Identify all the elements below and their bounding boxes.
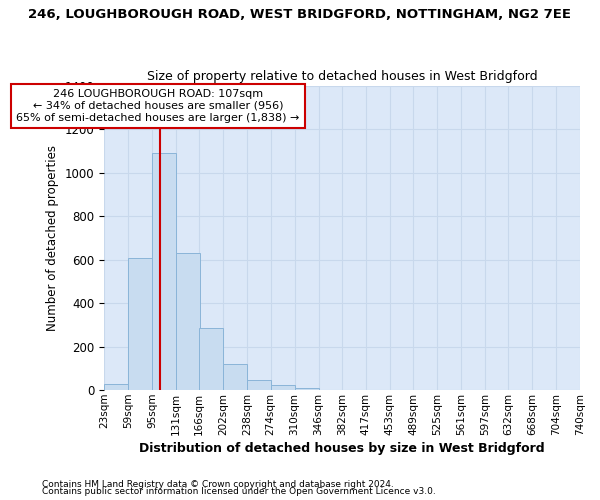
- Bar: [176, 254, 200, 390]
- Title: Size of property relative to detached houses in West Bridgford: Size of property relative to detached ho…: [147, 70, 538, 84]
- Text: Contains HM Land Registry data © Crown copyright and database right 2024.: Contains HM Land Registry data © Crown c…: [42, 480, 394, 489]
- Bar: [223, 364, 247, 390]
- Bar: [104, 384, 128, 390]
- Bar: [199, 328, 223, 390]
- Text: 246 LOUGHBOROUGH ROAD: 107sqm
← 34% of detached houses are smaller (956)
65% of : 246 LOUGHBOROUGH ROAD: 107sqm ← 34% of d…: [16, 90, 299, 122]
- Bar: [247, 380, 271, 390]
- Text: Contains public sector information licensed under the Open Government Licence v3: Contains public sector information licen…: [42, 487, 436, 496]
- X-axis label: Distribution of detached houses by size in West Bridgford: Distribution of detached houses by size …: [139, 442, 545, 455]
- Bar: [152, 154, 176, 390]
- Bar: [295, 388, 319, 390]
- Bar: [128, 258, 152, 390]
- Y-axis label: Number of detached properties: Number of detached properties: [46, 145, 59, 331]
- Text: 246, LOUGHBOROUGH ROAD, WEST BRIDGFORD, NOTTINGHAM, NG2 7EE: 246, LOUGHBOROUGH ROAD, WEST BRIDGFORD, …: [29, 8, 571, 20]
- Bar: [271, 386, 295, 390]
